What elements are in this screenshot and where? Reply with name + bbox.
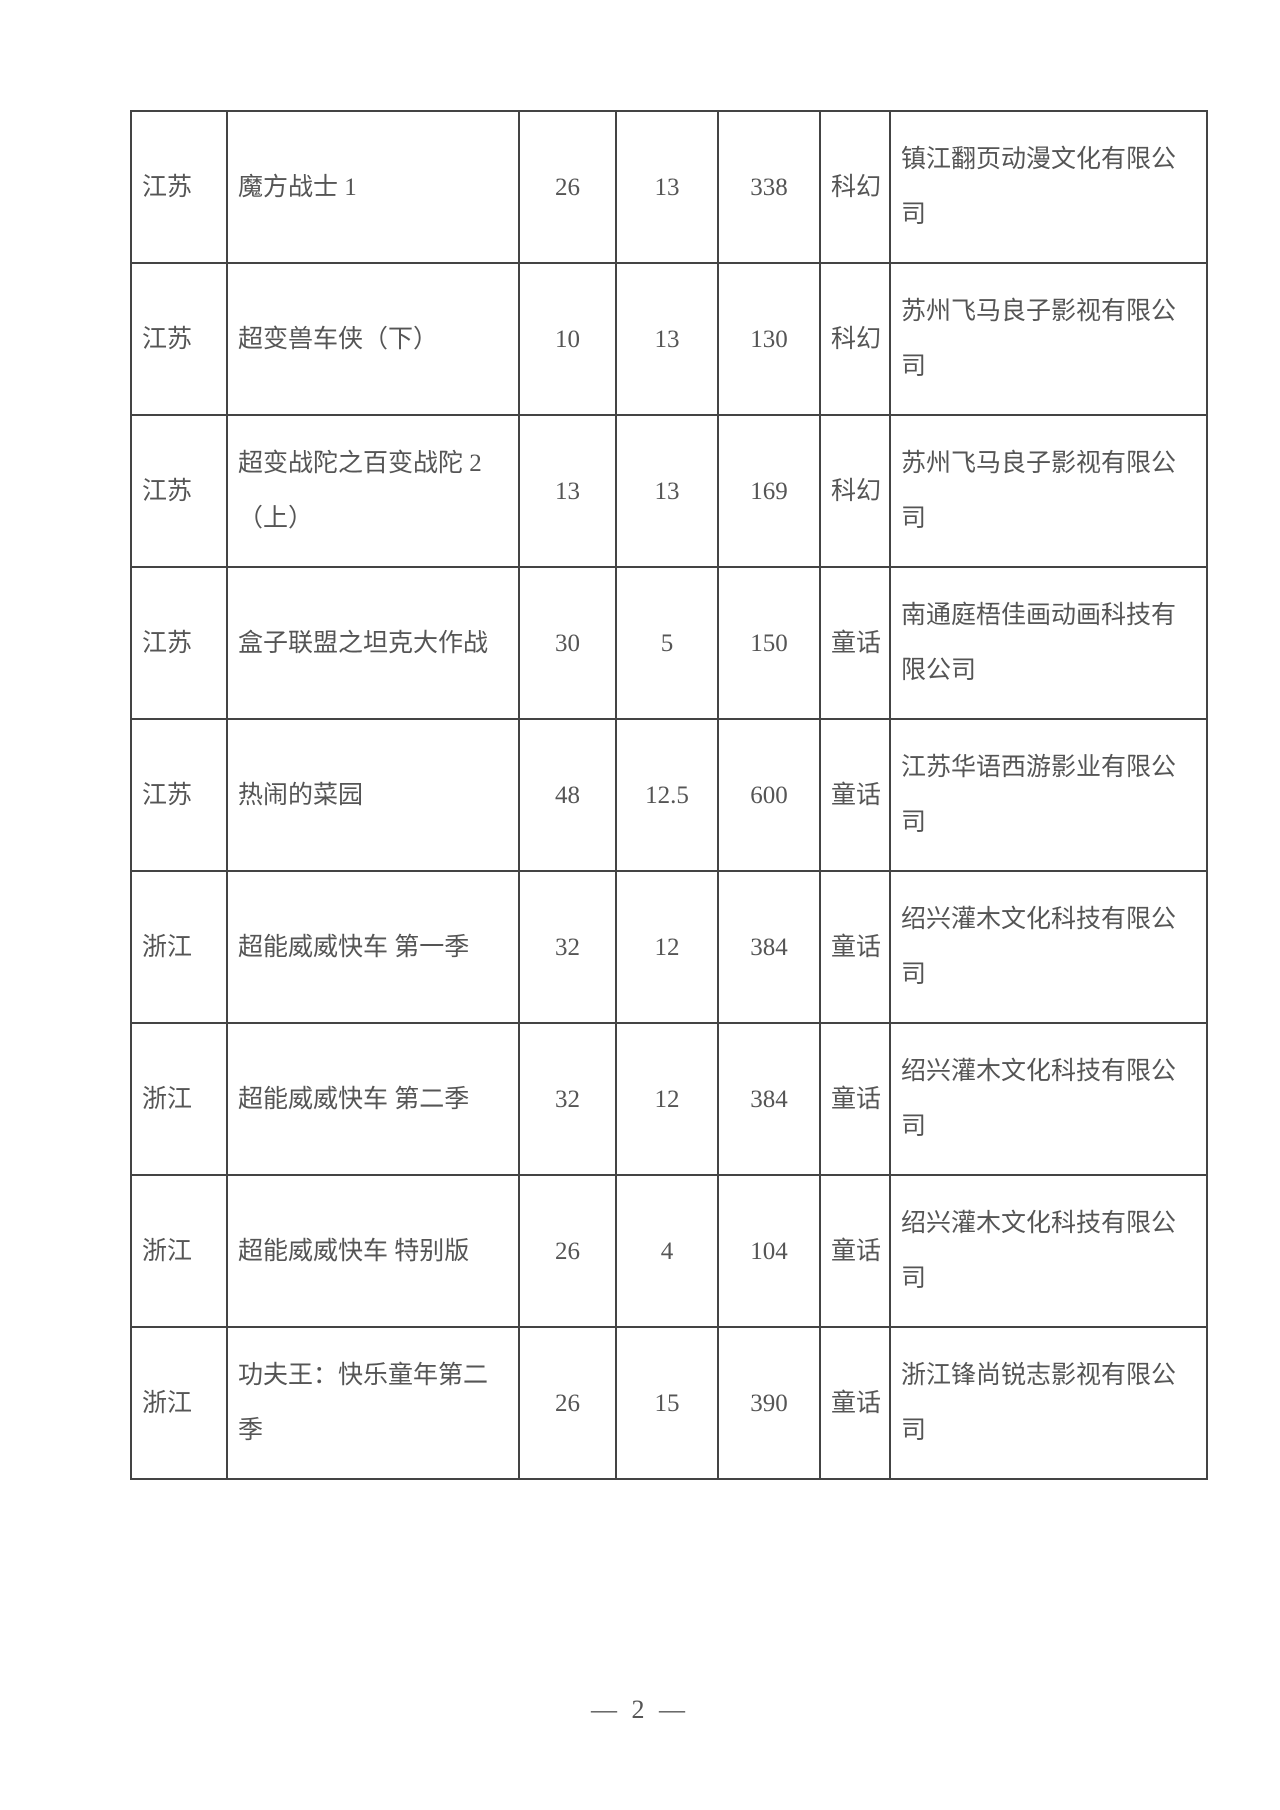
table-row: 江苏超变兽车侠（下）1013130科幻苏州飞马良子影视有限公司 xyxy=(131,263,1207,415)
title-cell: 超能威威快车 第一季 xyxy=(227,871,519,1023)
episodes-cell: 10 xyxy=(519,263,616,415)
genre-cell: 童话 xyxy=(820,871,890,1023)
province-cell: 江苏 xyxy=(131,719,227,871)
province-cell: 江苏 xyxy=(131,415,227,567)
total-cell: 169 xyxy=(718,415,820,567)
duration-cell: 12 xyxy=(616,1023,718,1175)
province-cell: 江苏 xyxy=(131,263,227,415)
province-cell: 浙江 xyxy=(131,871,227,1023)
duration-cell: 13 xyxy=(616,263,718,415)
table-row: 浙江超能威威快车 特别版264104童话绍兴灌木文化科技有限公司 xyxy=(131,1175,1207,1327)
genre-cell: 童话 xyxy=(820,1023,890,1175)
page-number: — 2 — xyxy=(0,1695,1280,1725)
total-cell: 390 xyxy=(718,1327,820,1479)
company-cell: 绍兴灌木文化科技有限公司 xyxy=(890,1023,1207,1175)
duration-cell: 13 xyxy=(616,415,718,567)
episodes-cell: 26 xyxy=(519,1327,616,1479)
title-cell: 热闹的菜园 xyxy=(227,719,519,871)
genre-cell: 童话 xyxy=(820,1327,890,1479)
title-cell: 超变兽车侠（下） xyxy=(227,263,519,415)
company-cell: 绍兴灌木文化科技有限公司 xyxy=(890,1175,1207,1327)
title-cell: 魔方战士 1 xyxy=(227,111,519,263)
genre-cell: 科幻 xyxy=(820,263,890,415)
company-cell: 南通庭梧佳画动画科技有限公司 xyxy=(890,567,1207,719)
total-cell: 104 xyxy=(718,1175,820,1327)
episodes-cell: 32 xyxy=(519,871,616,1023)
table-row: 江苏魔方战士 12613338科幻镇江翻页动漫文化有限公司 xyxy=(131,111,1207,263)
episodes-cell: 48 xyxy=(519,719,616,871)
company-cell: 江苏华语西游影业有限公司 xyxy=(890,719,1207,871)
title-cell: 超变战陀之百变战陀 2（上） xyxy=(227,415,519,567)
company-cell: 苏州飞马良子影视有限公司 xyxy=(890,415,1207,567)
table-row: 浙江超能威威快车 第一季3212384童话绍兴灌木文化科技有限公司 xyxy=(131,871,1207,1023)
genre-cell: 童话 xyxy=(820,1175,890,1327)
episodes-cell: 26 xyxy=(519,1175,616,1327)
province-cell: 江苏 xyxy=(131,111,227,263)
company-cell: 浙江锋尚锐志影视有限公司 xyxy=(890,1327,1207,1479)
table-row: 江苏盒子联盟之坦克大作战305150童话南通庭梧佳画动画科技有限公司 xyxy=(131,567,1207,719)
total-cell: 150 xyxy=(718,567,820,719)
total-cell: 130 xyxy=(718,263,820,415)
province-cell: 江苏 xyxy=(131,567,227,719)
table-row: 江苏热闹的菜园4812.5600童话江苏华语西游影业有限公司 xyxy=(131,719,1207,871)
document-page: 江苏魔方战士 12613338科幻镇江翻页动漫文化有限公司江苏超变兽车侠（下）1… xyxy=(0,0,1280,1810)
episodes-cell: 32 xyxy=(519,1023,616,1175)
duration-cell: 12.5 xyxy=(616,719,718,871)
province-cell: 浙江 xyxy=(131,1327,227,1479)
table-row: 浙江功夫王：快乐童年第二季2615390童话浙江锋尚锐志影视有限公司 xyxy=(131,1327,1207,1479)
total-cell: 600 xyxy=(718,719,820,871)
title-cell: 功夫王：快乐童年第二季 xyxy=(227,1327,519,1479)
duration-cell: 5 xyxy=(616,567,718,719)
duration-cell: 12 xyxy=(616,871,718,1023)
episodes-cell: 30 xyxy=(519,567,616,719)
table-row: 浙江超能威威快车 第二季3212384童话绍兴灌木文化科技有限公司 xyxy=(131,1023,1207,1175)
title-cell: 超能威威快车 特别版 xyxy=(227,1175,519,1327)
title-cell: 盒子联盟之坦克大作战 xyxy=(227,567,519,719)
genre-cell: 科幻 xyxy=(820,415,890,567)
total-cell: 384 xyxy=(718,871,820,1023)
total-cell: 384 xyxy=(718,1023,820,1175)
total-cell: 338 xyxy=(718,111,820,263)
genre-cell: 科幻 xyxy=(820,111,890,263)
duration-cell: 4 xyxy=(616,1175,718,1327)
province-cell: 浙江 xyxy=(131,1175,227,1327)
title-cell: 超能威威快车 第二季 xyxy=(227,1023,519,1175)
data-table: 江苏魔方战士 12613338科幻镇江翻页动漫文化有限公司江苏超变兽车侠（下）1… xyxy=(130,110,1208,1480)
province-cell: 浙江 xyxy=(131,1023,227,1175)
episodes-cell: 13 xyxy=(519,415,616,567)
duration-cell: 15 xyxy=(616,1327,718,1479)
company-cell: 镇江翻页动漫文化有限公司 xyxy=(890,111,1207,263)
genre-cell: 童话 xyxy=(820,567,890,719)
company-cell: 绍兴灌木文化科技有限公司 xyxy=(890,871,1207,1023)
genre-cell: 童话 xyxy=(820,719,890,871)
company-cell: 苏州飞马良子影视有限公司 xyxy=(890,263,1207,415)
table-row: 江苏超变战陀之百变战陀 2（上）1313169科幻苏州飞马良子影视有限公司 xyxy=(131,415,1207,567)
episodes-cell: 26 xyxy=(519,111,616,263)
duration-cell: 13 xyxy=(616,111,718,263)
